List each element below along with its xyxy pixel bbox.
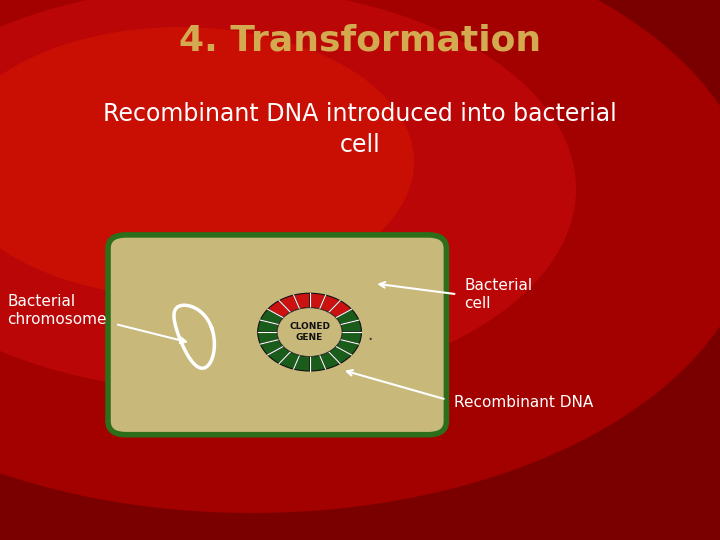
Wedge shape bbox=[261, 340, 284, 355]
Wedge shape bbox=[310, 293, 325, 309]
FancyBboxPatch shape bbox=[108, 235, 446, 435]
Wedge shape bbox=[261, 309, 284, 325]
Text: CLONED
GENE: CLONED GENE bbox=[289, 322, 330, 342]
Wedge shape bbox=[279, 352, 300, 369]
Text: Bacterial
chromosome: Bacterial chromosome bbox=[7, 294, 107, 327]
Wedge shape bbox=[328, 301, 351, 318]
Text: 4. Transformation: 4. Transformation bbox=[179, 24, 541, 57]
Wedge shape bbox=[310, 355, 325, 371]
Wedge shape bbox=[328, 346, 351, 363]
Ellipse shape bbox=[0, 27, 414, 297]
Wedge shape bbox=[268, 301, 291, 318]
Wedge shape bbox=[279, 295, 300, 313]
Wedge shape bbox=[336, 340, 359, 355]
Wedge shape bbox=[320, 295, 340, 313]
Text: Bacterial
cell: Bacterial cell bbox=[464, 278, 533, 310]
Wedge shape bbox=[341, 320, 361, 332]
Wedge shape bbox=[294, 355, 310, 371]
Wedge shape bbox=[258, 320, 279, 332]
Text: .: . bbox=[367, 326, 373, 344]
Wedge shape bbox=[341, 332, 361, 344]
Wedge shape bbox=[294, 293, 310, 309]
Wedge shape bbox=[320, 352, 340, 369]
Circle shape bbox=[277, 308, 342, 356]
Text: Recombinant DNA: Recombinant DNA bbox=[454, 395, 593, 410]
Ellipse shape bbox=[0, 0, 576, 392]
Wedge shape bbox=[258, 332, 279, 344]
Text: Recombinant DNA introduced into bacterial
cell: Recombinant DNA introduced into bacteria… bbox=[103, 102, 617, 157]
Ellipse shape bbox=[0, 0, 720, 513]
Wedge shape bbox=[336, 309, 359, 325]
Wedge shape bbox=[268, 346, 291, 363]
